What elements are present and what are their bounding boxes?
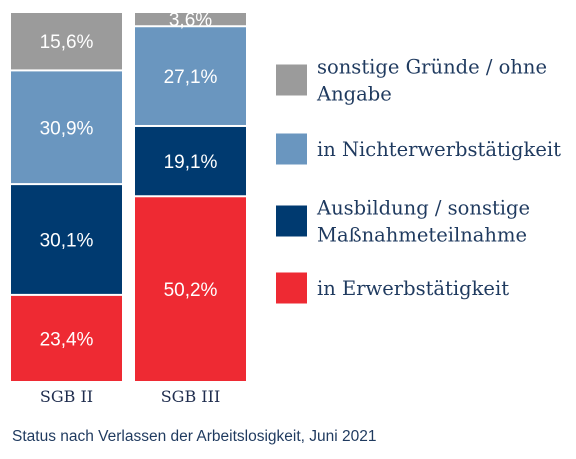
data-label-sgb-iii-sonstige-gruende-ohne-angabe: 3,6% bbox=[169, 10, 212, 31]
bar-segment-sgb-iii-sonstige-gruende-ohne-angabe bbox=[135, 13, 246, 26]
data-label-sgb-iii-in-erwerbstaetigkeit: 50,2% bbox=[164, 280, 218, 301]
bar-segment-sgb-iii-in-erwerbstaetigkeit bbox=[135, 197, 246, 381]
legend-swatch-ausbildung-sonstige-massnahmeteilnahme bbox=[276, 205, 307, 237]
chart-caption: Status nach Verlassen der Arbeitslosigke… bbox=[12, 428, 377, 445]
category-label-sgb-ii: SGB II bbox=[40, 387, 93, 406]
bar-segment-sgb-ii-ausbildung-sonstige-massnahmeteilnahme bbox=[11, 185, 122, 294]
bar-segment-sgb-ii-sonstige-gruende-ohne-angabe bbox=[11, 13, 122, 70]
bars-group: 23,4% 30,1% 30,9% 15,6% 50,2% 19,1% 27,1% 3,6% bbox=[9, 10, 248, 383]
legend-label-in-erwerbstaetigkeit: in Erwerbstätigkeit bbox=[317, 277, 509, 300]
legend-swatch-in-erwerbstaetigkeit bbox=[276, 272, 307, 304]
bar-segment-sgb-iii-in-nichterwerbstaetigkeit bbox=[135, 27, 246, 125]
legend: sonstige Gründe / ohne Angabe in Nichterwe… bbox=[276, 56, 561, 304]
category-label-sgb-iii: SGB III bbox=[161, 387, 221, 406]
legend-label-in-nichterwerbstaetigkeit: in Nichterwerbstätigkeit bbox=[317, 138, 561, 161]
data-label-sgb-iii-in-nichterwerbstaetigkeit: 27,1% bbox=[164, 67, 218, 88]
category-labels: SGB II SGB III bbox=[40, 387, 220, 406]
legend-swatch-in-nichterwerbstaetigkeit bbox=[276, 133, 307, 165]
data-label-sgb-ii-ausbildung-sonstige-massnahmeteilnahme: 30,1% bbox=[40, 231, 94, 252]
data-label-sgb-iii-ausbildung-sonstige-massnahmeteilnahme: 19,1% bbox=[164, 152, 218, 173]
bar-segment-sgb-ii-in-erwerbstaetigkeit bbox=[11, 295, 122, 381]
data-label-sgb-ii-in-erwerbstaetigkeit: 23,4% bbox=[40, 329, 94, 350]
legend-label-ausbildung-sonstige-massnahmeteilnahme: Ausbildung / sonstige Maßnahmeteilnahme bbox=[316, 197, 530, 247]
data-label-sgb-ii-in-nichterwerbstaetigkeit: 30,9% bbox=[40, 118, 94, 139]
legend-label-sonstige-gruende-ohne-angabe: sonstige Gründe / ohne Angabe bbox=[316, 56, 547, 106]
bar-segment-sgb-iii-ausbildung-sonstige-massnahmeteilnahme bbox=[135, 126, 246, 196]
bar-segment-sgb-ii-in-nichterwerbstaetigkeit bbox=[11, 71, 122, 184]
data-label-sgb-ii-sonstige-gruende-ohne-angabe: 15,6% bbox=[40, 32, 94, 53]
legend-swatch-sonstige-gruende-ohne-angabe bbox=[276, 64, 307, 96]
